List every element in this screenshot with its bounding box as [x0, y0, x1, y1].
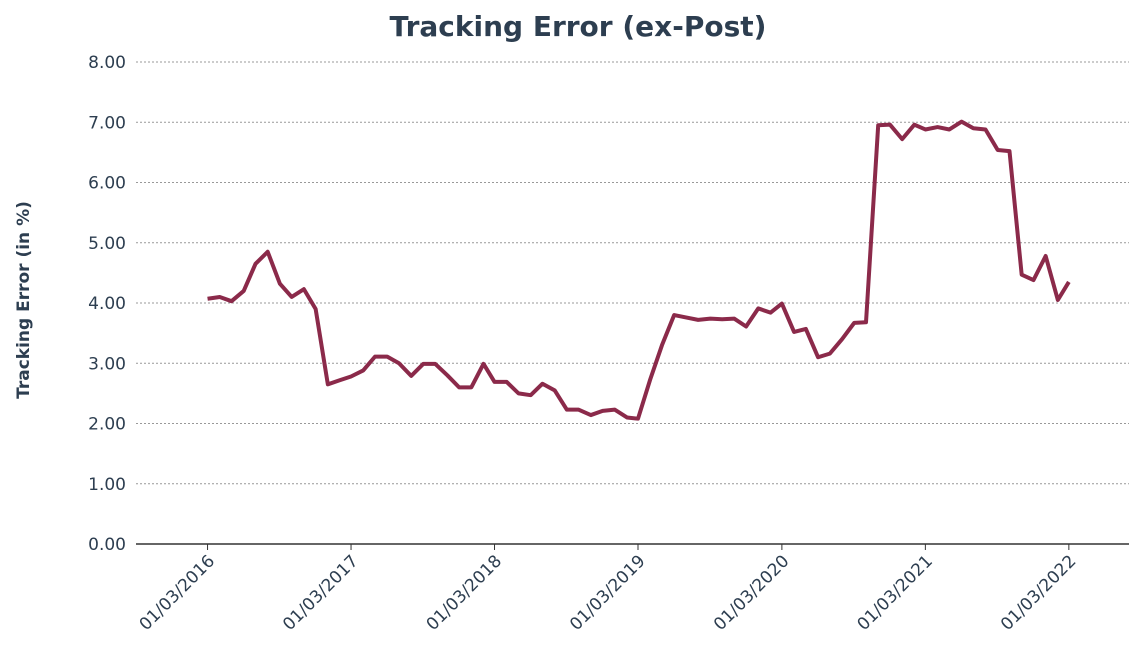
x-tick-label: 01/03/2022 — [997, 551, 1080, 634]
y-tick-label: 4.00 — [88, 294, 126, 314]
y-tick-label: 7.00 — [88, 113, 126, 133]
y-tick-label: 1.00 — [88, 475, 126, 495]
x-tick-label: 01/03/2017 — [279, 551, 362, 634]
y-tick-label: 8.00 — [88, 53, 126, 73]
x-tick-label: 01/03/2016 — [136, 551, 219, 634]
y-tick-label: 2.00 — [88, 415, 126, 435]
y-tick-label: 3.00 — [88, 354, 126, 374]
x-tick-label: 01/03/2020 — [710, 551, 793, 634]
line — [207, 119, 1071, 421]
y-tick-label: 5.00 — [88, 234, 126, 254]
chart-title: Tracking Error (ex-Post) — [390, 10, 767, 43]
x-tick-label: 01/03/2018 — [423, 551, 506, 634]
y-axis-label: Tracking Error (in %) — [14, 201, 34, 399]
y-tick-label: 6.00 — [88, 174, 126, 194]
x-tick-label: 01/03/2019 — [566, 551, 649, 634]
y-tick-label: 0.00 — [88, 535, 126, 555]
x-tick-label: 01/03/2021 — [853, 551, 936, 634]
